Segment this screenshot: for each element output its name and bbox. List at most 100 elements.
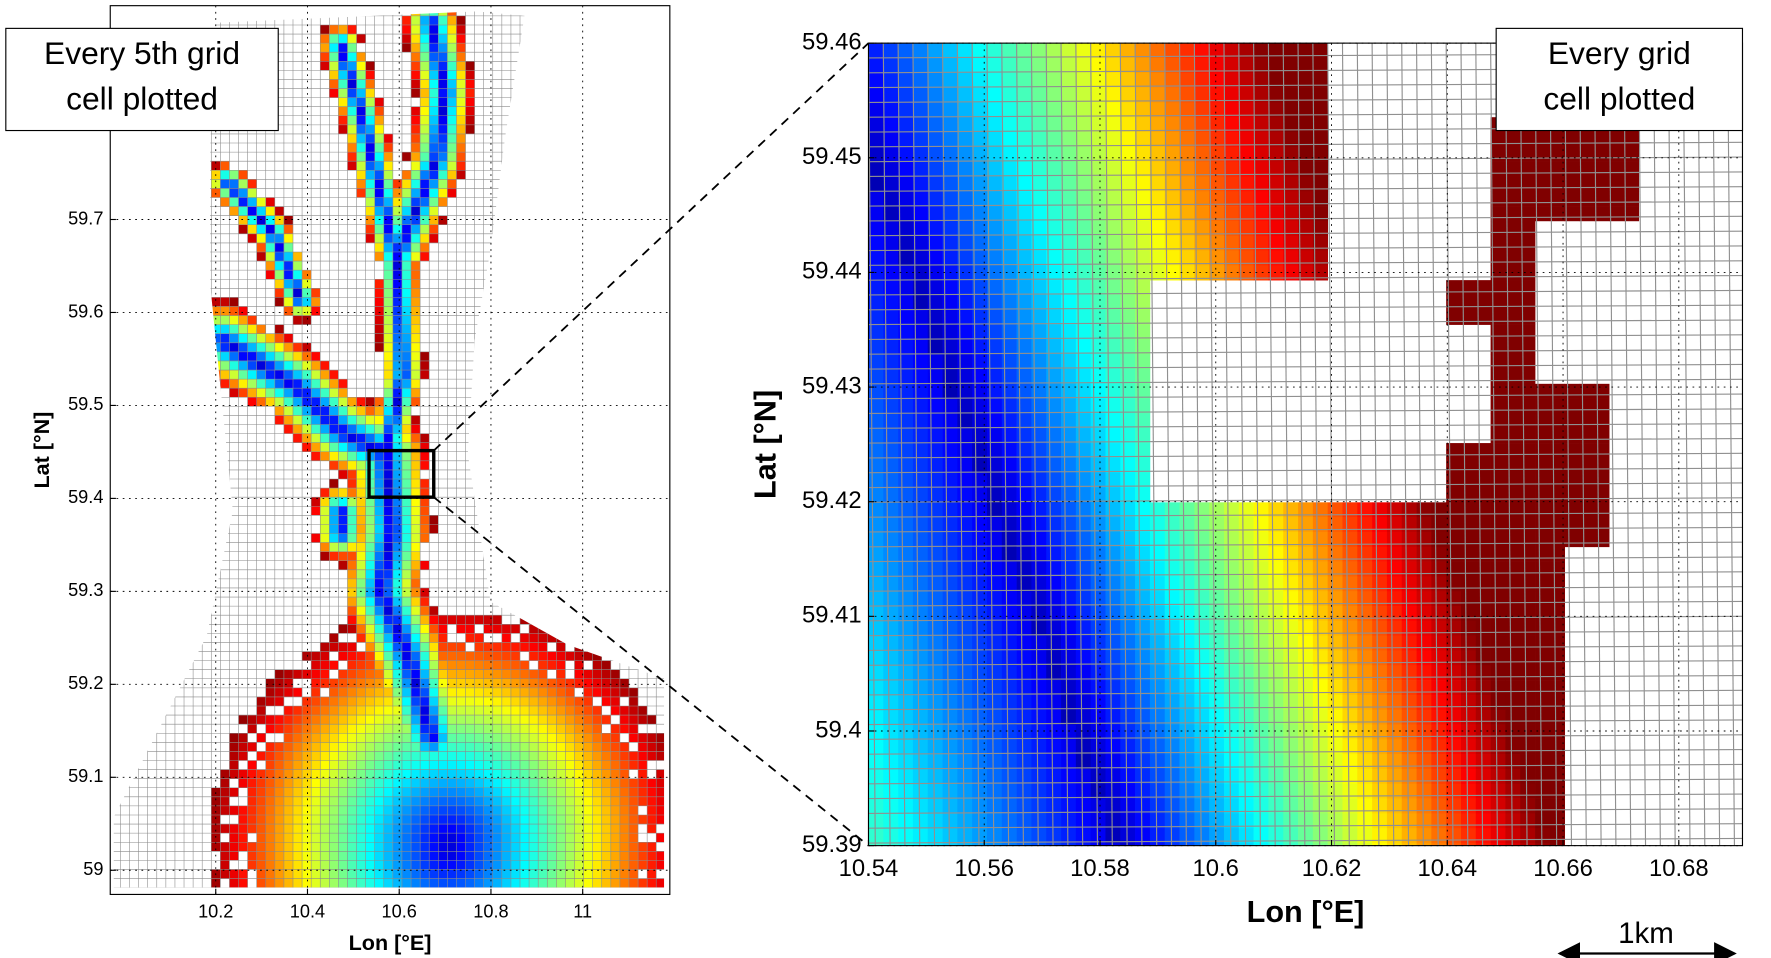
depth-cell bbox=[384, 815, 393, 824]
depth-cell bbox=[584, 815, 593, 824]
depth-cell bbox=[384, 533, 393, 542]
depth-cell bbox=[384, 760, 393, 769]
depth-cell bbox=[620, 851, 629, 860]
depth-cell bbox=[928, 725, 943, 740]
depth-cell bbox=[429, 170, 438, 179]
depth-cell bbox=[547, 888, 556, 897]
depth-cell bbox=[943, 576, 958, 591]
depth-cell bbox=[248, 370, 257, 379]
depth-cell bbox=[1372, 621, 1387, 636]
depth-cell bbox=[565, 833, 574, 842]
depth-cell bbox=[1046, 473, 1061, 488]
depth-cell bbox=[275, 697, 284, 706]
depth-cell bbox=[1491, 532, 1506, 547]
depth-cell bbox=[1046, 665, 1061, 680]
depth-cell bbox=[229, 842, 238, 851]
depth-cell bbox=[1061, 680, 1076, 695]
depth-cell bbox=[538, 806, 547, 815]
depth-cell bbox=[1565, 517, 1580, 532]
depth-cell bbox=[302, 860, 311, 869]
depth-cell bbox=[611, 724, 620, 733]
depth-cell bbox=[883, 162, 898, 177]
y-axis-label: Lat [°N] bbox=[29, 412, 54, 489]
depth-cell bbox=[584, 724, 593, 733]
depth-cell bbox=[913, 636, 928, 651]
depth-cell bbox=[928, 621, 943, 636]
depth-cell bbox=[1594, 132, 1609, 147]
depth-cell bbox=[1357, 799, 1372, 814]
depth-cell bbox=[311, 869, 320, 878]
depth-cell bbox=[447, 724, 456, 733]
depth-cell bbox=[1061, 473, 1076, 488]
depth-cell bbox=[266, 334, 275, 343]
depth-cell bbox=[366, 742, 375, 751]
depth-cell bbox=[1550, 176, 1565, 191]
depth-cell bbox=[972, 799, 987, 814]
depth-cell bbox=[1031, 799, 1046, 814]
depth-cell bbox=[438, 715, 447, 724]
depth-cell bbox=[311, 860, 320, 869]
depth-cell bbox=[1461, 710, 1476, 725]
depth-cell bbox=[1402, 710, 1417, 725]
depth-cell bbox=[1105, 384, 1120, 399]
depth-cell bbox=[913, 458, 928, 473]
depth-cell bbox=[220, 343, 229, 352]
depth-cell bbox=[502, 879, 511, 888]
depth-cell bbox=[1565, 502, 1580, 517]
depth-cell bbox=[1520, 754, 1535, 769]
depth-cell bbox=[193, 334, 202, 343]
depth-cell bbox=[547, 833, 556, 842]
depth-cell bbox=[520, 879, 529, 888]
depth-cell bbox=[1505, 636, 1520, 651]
depth-cell bbox=[429, 98, 438, 107]
depth-cell bbox=[248, 234, 257, 243]
depth-cell bbox=[1357, 680, 1372, 695]
depth-cell bbox=[366, 570, 375, 579]
depth-cell bbox=[302, 425, 311, 434]
depth-cell bbox=[1609, 132, 1624, 147]
depth-cell bbox=[1017, 384, 1032, 399]
depth-cell bbox=[411, 661, 420, 670]
depth-cell bbox=[593, 842, 602, 851]
depth-cell bbox=[1535, 132, 1550, 147]
depth-cell bbox=[1076, 206, 1091, 221]
depth-cell bbox=[320, 770, 329, 779]
depth-cell bbox=[338, 533, 347, 542]
depth-cell bbox=[638, 797, 647, 806]
depth-cell bbox=[411, 188, 420, 197]
depth-cell bbox=[1046, 428, 1061, 443]
depth-cell bbox=[520, 888, 529, 897]
annotation-text: Every grid bbox=[1548, 35, 1691, 71]
depth-cell bbox=[1091, 680, 1106, 695]
depth-cell bbox=[868, 725, 883, 740]
depth-cell bbox=[1091, 88, 1106, 103]
depth-cell bbox=[447, 833, 456, 842]
depth-cell bbox=[928, 799, 943, 814]
depth-cell bbox=[1431, 562, 1446, 577]
depth-cell bbox=[1505, 680, 1520, 695]
depth-cell bbox=[220, 179, 229, 188]
depth-cell bbox=[547, 797, 556, 806]
depth-cell bbox=[393, 543, 402, 552]
depth-cell bbox=[429, 70, 438, 79]
depth-cell bbox=[1535, 206, 1550, 221]
depth-cell bbox=[898, 754, 913, 769]
depth-cell bbox=[1417, 769, 1432, 784]
depth-cell bbox=[411, 361, 420, 370]
depth-cell bbox=[883, 828, 898, 843]
depth-cell bbox=[1594, 191, 1609, 206]
depth-cell bbox=[868, 162, 883, 177]
depth-cell bbox=[302, 879, 311, 888]
depth-cell bbox=[1076, 517, 1091, 532]
depth-cell bbox=[375, 125, 384, 134]
depth-cell bbox=[284, 879, 293, 888]
depth-cell bbox=[1535, 562, 1550, 577]
depth-cell bbox=[375, 788, 384, 797]
depth-cell bbox=[320, 706, 329, 715]
depth-cell bbox=[547, 879, 556, 888]
depth-cell bbox=[943, 488, 958, 503]
depth-cell bbox=[611, 797, 620, 806]
depth-cell bbox=[257, 706, 266, 715]
depth-cell bbox=[420, 633, 429, 642]
depth-cell bbox=[511, 779, 520, 788]
